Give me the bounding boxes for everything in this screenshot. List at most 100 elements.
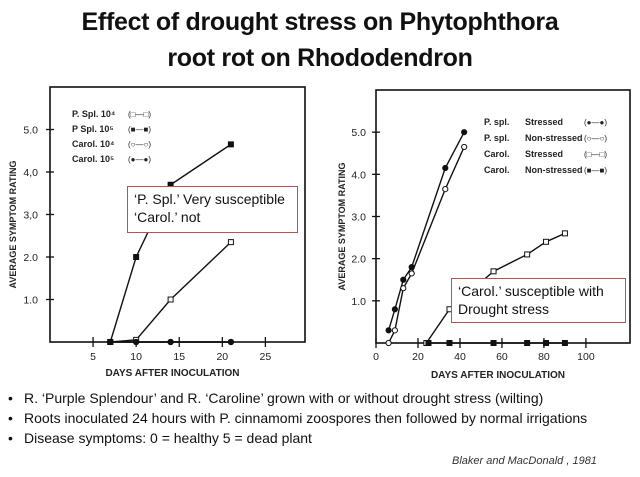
- y-tick-label: 5.0: [23, 125, 38, 137]
- legend-label: P Spl. 10⁵: [72, 124, 114, 134]
- chart-2: 1.0 2.0 3.0 4.0 5.0 0 20 40 60 80 100 DAYS AFTER IN…: [337, 89, 631, 381]
- legend-label: P. spl.: [484, 133, 509, 143]
- y-tick-label: 2.0: [23, 252, 38, 264]
- x-tick-label: 60: [496, 351, 508, 363]
- data-point: [442, 185, 449, 193]
- data-point: [400, 276, 407, 283]
- annotation-left-line-1: ‘P. Spl.’ Very susceptible: [134, 191, 285, 207]
- annotation-left: ‘P. Spl.’ Very susceptible ‘Carol.’ not: [127, 186, 298, 233]
- legend-entry: Carol. 10⁴ (○—○): [72, 139, 151, 149]
- x-axis-title: DAYS AFTER INOCULATION: [105, 368, 239, 379]
- bullet-item: • Roots inoculated 24 hours with P. cinna…: [8, 410, 588, 426]
- x-tick-label: 20: [216, 351, 228, 363]
- chart-1: 1.0 2.0 3,0 4,0 5.0 5 10 15 20 25 DAYS AFTER INOCU…: [8, 86, 306, 379]
- legend-label: Carol. 10⁵: [72, 154, 114, 164]
- legend-symbol: (□—□): [128, 110, 151, 119]
- annotation-left-line-2: ‘Carol.’ not: [134, 209, 201, 225]
- legend-entry: P. spl. Non-stressed (○—○): [484, 133, 607, 143]
- data-point: [227, 338, 235, 346]
- y-tick-label: 3,0: [23, 210, 38, 222]
- x-tick-label: 20: [412, 351, 424, 363]
- legend-entry: P. spl. Stressed (●—●): [484, 117, 607, 127]
- data-point: [133, 254, 140, 260]
- series-line: [109, 143, 232, 343]
- data-point: [442, 164, 449, 172]
- legend-entry: Carol. 10⁵ (●—●): [72, 154, 151, 164]
- data-point: [490, 340, 497, 346]
- data-point: [167, 338, 174, 346]
- series-2: [107, 141, 234, 345]
- y-tick-label: 1.0: [23, 295, 38, 307]
- y-tick-label: 4,0: [23, 167, 38, 179]
- annotation-right: ‘Carol.’ susceptible with Drought stress: [451, 278, 626, 323]
- legend-label: P. spl.: [484, 117, 509, 127]
- slide-title-line-2: root rot on Rhododendron: [167, 44, 473, 72]
- data-point: [543, 238, 550, 245]
- legend-label: Carol.: [484, 165, 510, 175]
- x-tick-label: 80: [538, 351, 550, 363]
- legend-symbol: (■—■): [128, 125, 151, 134]
- series-2: [385, 143, 468, 347]
- legend-entry: Carol. Stressed (□—□): [484, 149, 607, 159]
- x-axis-title: DAYS AFTER INOCULATION: [431, 370, 565, 381]
- x-tick-label: 25: [260, 351, 272, 363]
- legend-condition: Stressed: [525, 117, 563, 127]
- data-point: [461, 129, 468, 136]
- data-point: [391, 327, 398, 334]
- bullet-text: Roots inoculated 24 hours with P. cinnam…: [24, 410, 588, 426]
- data-point: [385, 339, 392, 347]
- data-point: [133, 338, 140, 346]
- series-4: [425, 340, 568, 346]
- data-point: [107, 338, 114, 346]
- data-point: [524, 251, 531, 258]
- data-point: [561, 340, 568, 346]
- bullet-text: Disease symptoms: 0 = healthy 5 = dead p…: [24, 430, 312, 446]
- y-tick-label: 2.0: [351, 254, 366, 266]
- x-tick-label: 10: [130, 351, 142, 363]
- data-point: [490, 268, 497, 275]
- y-axis-title: AVERAGE SYMPTOM RATING: [8, 160, 18, 288]
- data-point: [227, 239, 234, 246]
- legend-symbol: (■—■): [584, 166, 607, 175]
- y-tick-label: 5.0: [351, 127, 366, 139]
- legend-symbol: (□—□): [584, 150, 607, 159]
- legend-symbol: (○—○): [128, 140, 151, 149]
- legend-label: Carol. 10⁴: [72, 139, 114, 149]
- bullet-item: • Disease symptoms: 0 = healthy 5 = dead …: [8, 430, 312, 446]
- series-1: [107, 239, 234, 345]
- annotation-right-line-2: Drought stress: [458, 301, 550, 317]
- data-point: [167, 296, 174, 303]
- y-axis-title: AVERAGE SYMPTOM RATING: [337, 162, 347, 290]
- series-line: [110, 241, 232, 343]
- data-point: [391, 306, 398, 313]
- data-point: [561, 230, 568, 237]
- x-tick-label: 5: [90, 351, 96, 363]
- legend-entry: P. Spl. 10⁴ (□—□): [72, 109, 151, 119]
- legend-label: P. Spl. 10⁴: [72, 109, 115, 119]
- data-point: [408, 270, 415, 277]
- data-point: [461, 143, 468, 151]
- data-point: [446, 340, 453, 346]
- x-tick-label: 0: [373, 351, 379, 363]
- x-tick-label: 15: [173, 351, 185, 363]
- annotation-right-line-1: ‘Carol.’ susceptible with: [458, 283, 604, 299]
- series-line: [387, 131, 465, 331]
- x-tick-label: 40: [454, 351, 466, 363]
- slide-title-line-1: Effect of drought stress on Phytophthora: [81, 8, 559, 36]
- data-point: [385, 327, 392, 334]
- legend-entry: Carol. Non-stressed (■—■): [484, 165, 607, 175]
- series-line: [425, 232, 566, 344]
- legend-condition: Non-stressed: [525, 133, 583, 143]
- legend-symbol: (○—○): [584, 134, 607, 143]
- legend-symbol: (●—●): [128, 155, 151, 164]
- legend-condition: Stressed: [525, 149, 563, 159]
- citation: Blaker and MacDonald , 1981: [452, 455, 597, 467]
- data-point: [227, 141, 234, 148]
- legend-condition: Non-stressed: [525, 165, 583, 175]
- legend-entry: P Spl. 10⁵ (■—■): [72, 124, 151, 134]
- data-point: [524, 340, 531, 346]
- legend-label: Carol.: [484, 149, 510, 159]
- y-tick-label: 4.0: [351, 169, 366, 181]
